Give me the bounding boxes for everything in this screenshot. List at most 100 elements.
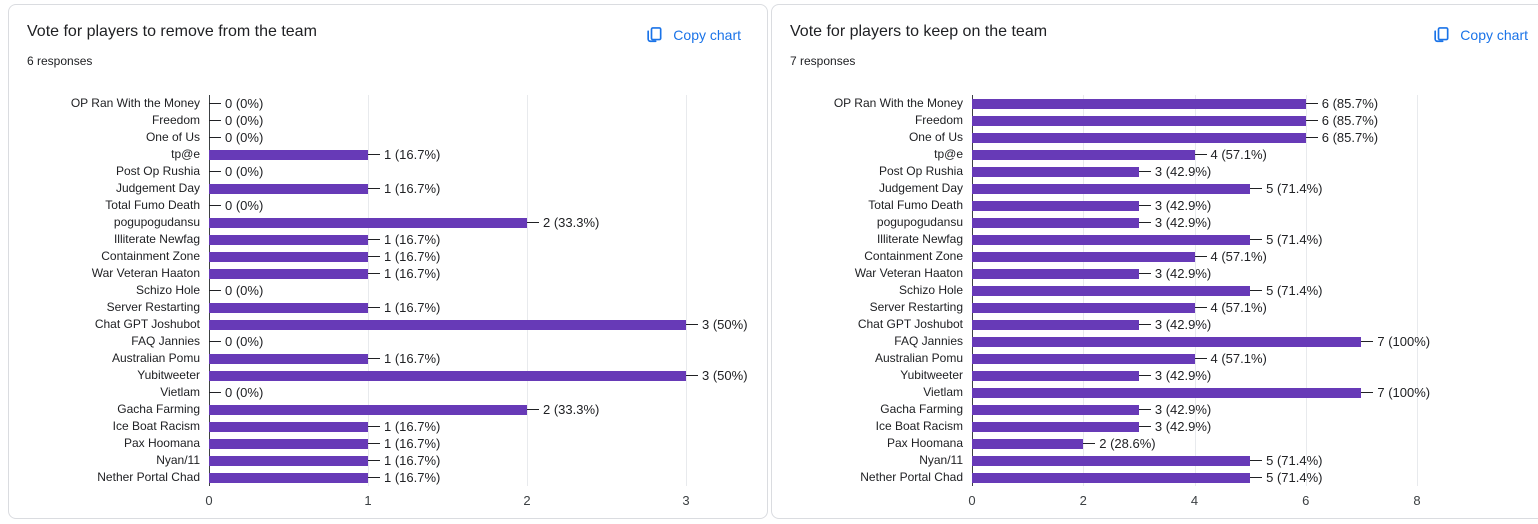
bar-annotation: 1 (16.7%) bbox=[383, 453, 441, 468]
plot-cell: 2 (33.3%) bbox=[209, 214, 686, 231]
bar-annotation: 3 (42.9%) bbox=[1154, 368, 1212, 383]
bar-annotation: 5 (71.4%) bbox=[1266, 470, 1323, 485]
bar-annotation: 0 (0%) bbox=[225, 198, 264, 213]
bar-row: Nyan/11 1 (16.7%) bbox=[9, 452, 767, 469]
plot-cell: 0 (0%) bbox=[209, 384, 686, 401]
bar bbox=[209, 472, 368, 483]
bar-row: tp@e 1 (16.7%) bbox=[9, 146, 767, 163]
bar bbox=[209, 234, 368, 245]
plot-cell: 5 (71.4%) bbox=[972, 469, 1417, 486]
bar-annotation: 2 (33.3%) bbox=[542, 215, 600, 230]
category-label: Server Restarting bbox=[106, 300, 200, 314]
plot-cell: 1 (16.7%) bbox=[209, 265, 686, 282]
bar-annotation: 1 (16.7%) bbox=[383, 232, 441, 247]
bar-row: Post Op Rushia 0 (0%) bbox=[9, 163, 767, 180]
category-label: Post Op Rushia bbox=[878, 164, 963, 178]
plot-cell: 4 (57.1%) bbox=[972, 350, 1417, 367]
plot-cell: 6 (85.7%) bbox=[972, 129, 1417, 146]
category-label: Illiterate Newfag bbox=[113, 232, 200, 246]
gridline bbox=[526, 95, 528, 486]
bar bbox=[209, 149, 368, 160]
bar-chart-keep: OP Ran With the Money 6 (85.7%) Freedom 6 (… bbox=[772, 95, 1538, 510]
annotation-callout-line bbox=[367, 477, 380, 478]
plot-cell: 3 (42.9%) bbox=[972, 265, 1417, 282]
bar-row: Illiterate Newfag 1 (16.7%) bbox=[9, 231, 767, 248]
plot-cell: 5 (71.4%) bbox=[972, 452, 1417, 469]
x-tick-label: 8 bbox=[1413, 493, 1421, 508]
bar bbox=[972, 336, 1362, 347]
x-tick-label: 1 bbox=[364, 493, 372, 508]
plot-cell: 7 (100%) bbox=[972, 384, 1430, 401]
bar-annotation: 0 (0%) bbox=[225, 130, 264, 145]
bar-row: Server Restarting 4 (57.1%) bbox=[772, 299, 1538, 316]
bar bbox=[972, 115, 1306, 126]
bar-annotation: 7 (100%) bbox=[1377, 334, 1431, 349]
annotation-callout-line bbox=[209, 103, 221, 104]
bar-row: War Veteran Haaton 3 (42.9%) bbox=[772, 265, 1538, 282]
responses-count: 6 responses bbox=[27, 54, 93, 68]
plot-cell: 3 (42.9%) bbox=[972, 367, 1417, 384]
bar bbox=[972, 166, 1139, 177]
copy-chart-label: Copy chart bbox=[673, 27, 741, 43]
copy-chart-button[interactable]: Copy chart bbox=[642, 23, 743, 47]
category-label: Gacha Farming bbox=[880, 402, 963, 416]
plot-cell: 0 (0%) bbox=[209, 95, 686, 112]
category-label: Containment Zone bbox=[864, 249, 963, 263]
plot-cell: 1 (16.7%) bbox=[209, 231, 686, 248]
gridline bbox=[1305, 95, 1307, 486]
bar bbox=[972, 285, 1251, 296]
bar-annotation: 6 (85.7%) bbox=[1321, 130, 1379, 145]
bar-annotation: 6 (85.7%) bbox=[1321, 96, 1379, 111]
annotation-callout-line bbox=[1250, 188, 1263, 189]
bar bbox=[972, 268, 1139, 279]
category-label: Total Fumo Death bbox=[105, 198, 200, 212]
bar-row: Pax Hoomana 1 (16.7%) bbox=[9, 435, 767, 452]
annotation-callout-line bbox=[209, 120, 221, 121]
category-label: OP Ran With the Money bbox=[70, 96, 200, 110]
category-label: pogupogudansu bbox=[113, 215, 200, 229]
bar bbox=[972, 217, 1139, 228]
plot-cell: 3 (50%) bbox=[209, 316, 748, 333]
card-header-text: Vote for players to keep on the team 7 r… bbox=[790, 21, 1047, 69]
annotation-callout-line bbox=[1194, 256, 1207, 257]
bar-row: Ice Boat Racism 1 (16.7%) bbox=[9, 418, 767, 435]
bar-row: Nether Portal Chad 1 (16.7%) bbox=[9, 469, 767, 486]
bar-annotation: 0 (0%) bbox=[225, 385, 264, 400]
bar-row: Yubitweeter 3 (42.9%) bbox=[772, 367, 1538, 384]
bar-annotation: 0 (0%) bbox=[225, 334, 264, 349]
gridline bbox=[686, 95, 687, 486]
bar-row: Australian Pomu 1 (16.7%) bbox=[9, 350, 767, 367]
x-tick-label: 2 bbox=[523, 493, 531, 508]
bar-annotation: 0 (0%) bbox=[225, 283, 264, 298]
bar-annotation: 5 (71.4%) bbox=[1266, 453, 1323, 468]
bar bbox=[972, 200, 1139, 211]
annotation-callout-line bbox=[367, 443, 380, 444]
bar bbox=[972, 251, 1195, 262]
category-label: Post Op Rushia bbox=[115, 164, 200, 178]
category-label: Ice Boat Racism bbox=[875, 419, 963, 433]
bar-annotation: 6 (85.7%) bbox=[1321, 113, 1379, 128]
bar-annotation: 3 (42.9%) bbox=[1154, 266, 1212, 281]
bar-row: pogupogudansu 3 (42.9%) bbox=[772, 214, 1538, 231]
bar bbox=[209, 353, 368, 364]
plot-cell: 1 (16.7%) bbox=[209, 452, 686, 469]
bar-row: Australian Pomu 4 (57.1%) bbox=[772, 350, 1538, 367]
category-label: Illiterate Newfag bbox=[876, 232, 963, 246]
card-header-text: Vote for players to remove from the team… bbox=[27, 21, 317, 69]
bar bbox=[972, 132, 1306, 143]
annotation-callout-line bbox=[1138, 171, 1151, 172]
annotation-callout-line bbox=[209, 137, 221, 138]
copy-icon bbox=[644, 25, 664, 45]
category-label: Nyan/11 bbox=[919, 453, 963, 467]
bar-annotation: 1 (16.7%) bbox=[383, 470, 441, 485]
category-label: Schizo Hole bbox=[898, 283, 963, 297]
category-label: Server Restarting bbox=[869, 300, 963, 314]
annotation-callout-line bbox=[1305, 103, 1318, 104]
responses-count: 7 responses bbox=[790, 54, 856, 68]
copy-chart-button[interactable]: Copy chart bbox=[1429, 23, 1530, 47]
bar-rows: OP Ran With the Money 6 (85.7%) Freedom 6 (… bbox=[772, 95, 1538, 486]
bar-row: FAQ Jannies 7 (100%) bbox=[772, 333, 1538, 350]
annotation-callout-line bbox=[367, 188, 380, 189]
plot-cell: 5 (71.4%) bbox=[972, 282, 1417, 299]
bar bbox=[972, 353, 1195, 364]
